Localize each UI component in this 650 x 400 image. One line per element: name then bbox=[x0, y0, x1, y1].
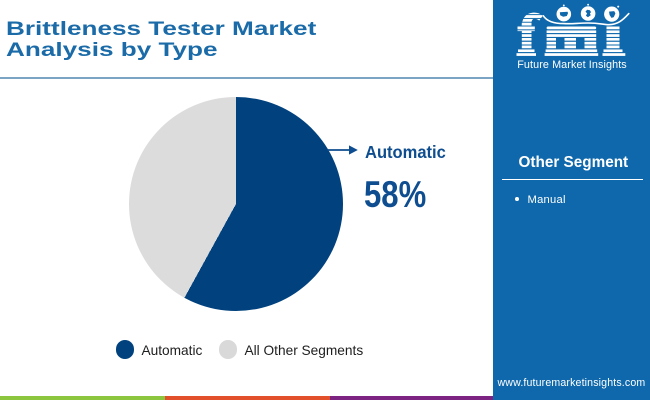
svg-text:Future Market Insights: Future Market Insights bbox=[517, 59, 627, 71]
